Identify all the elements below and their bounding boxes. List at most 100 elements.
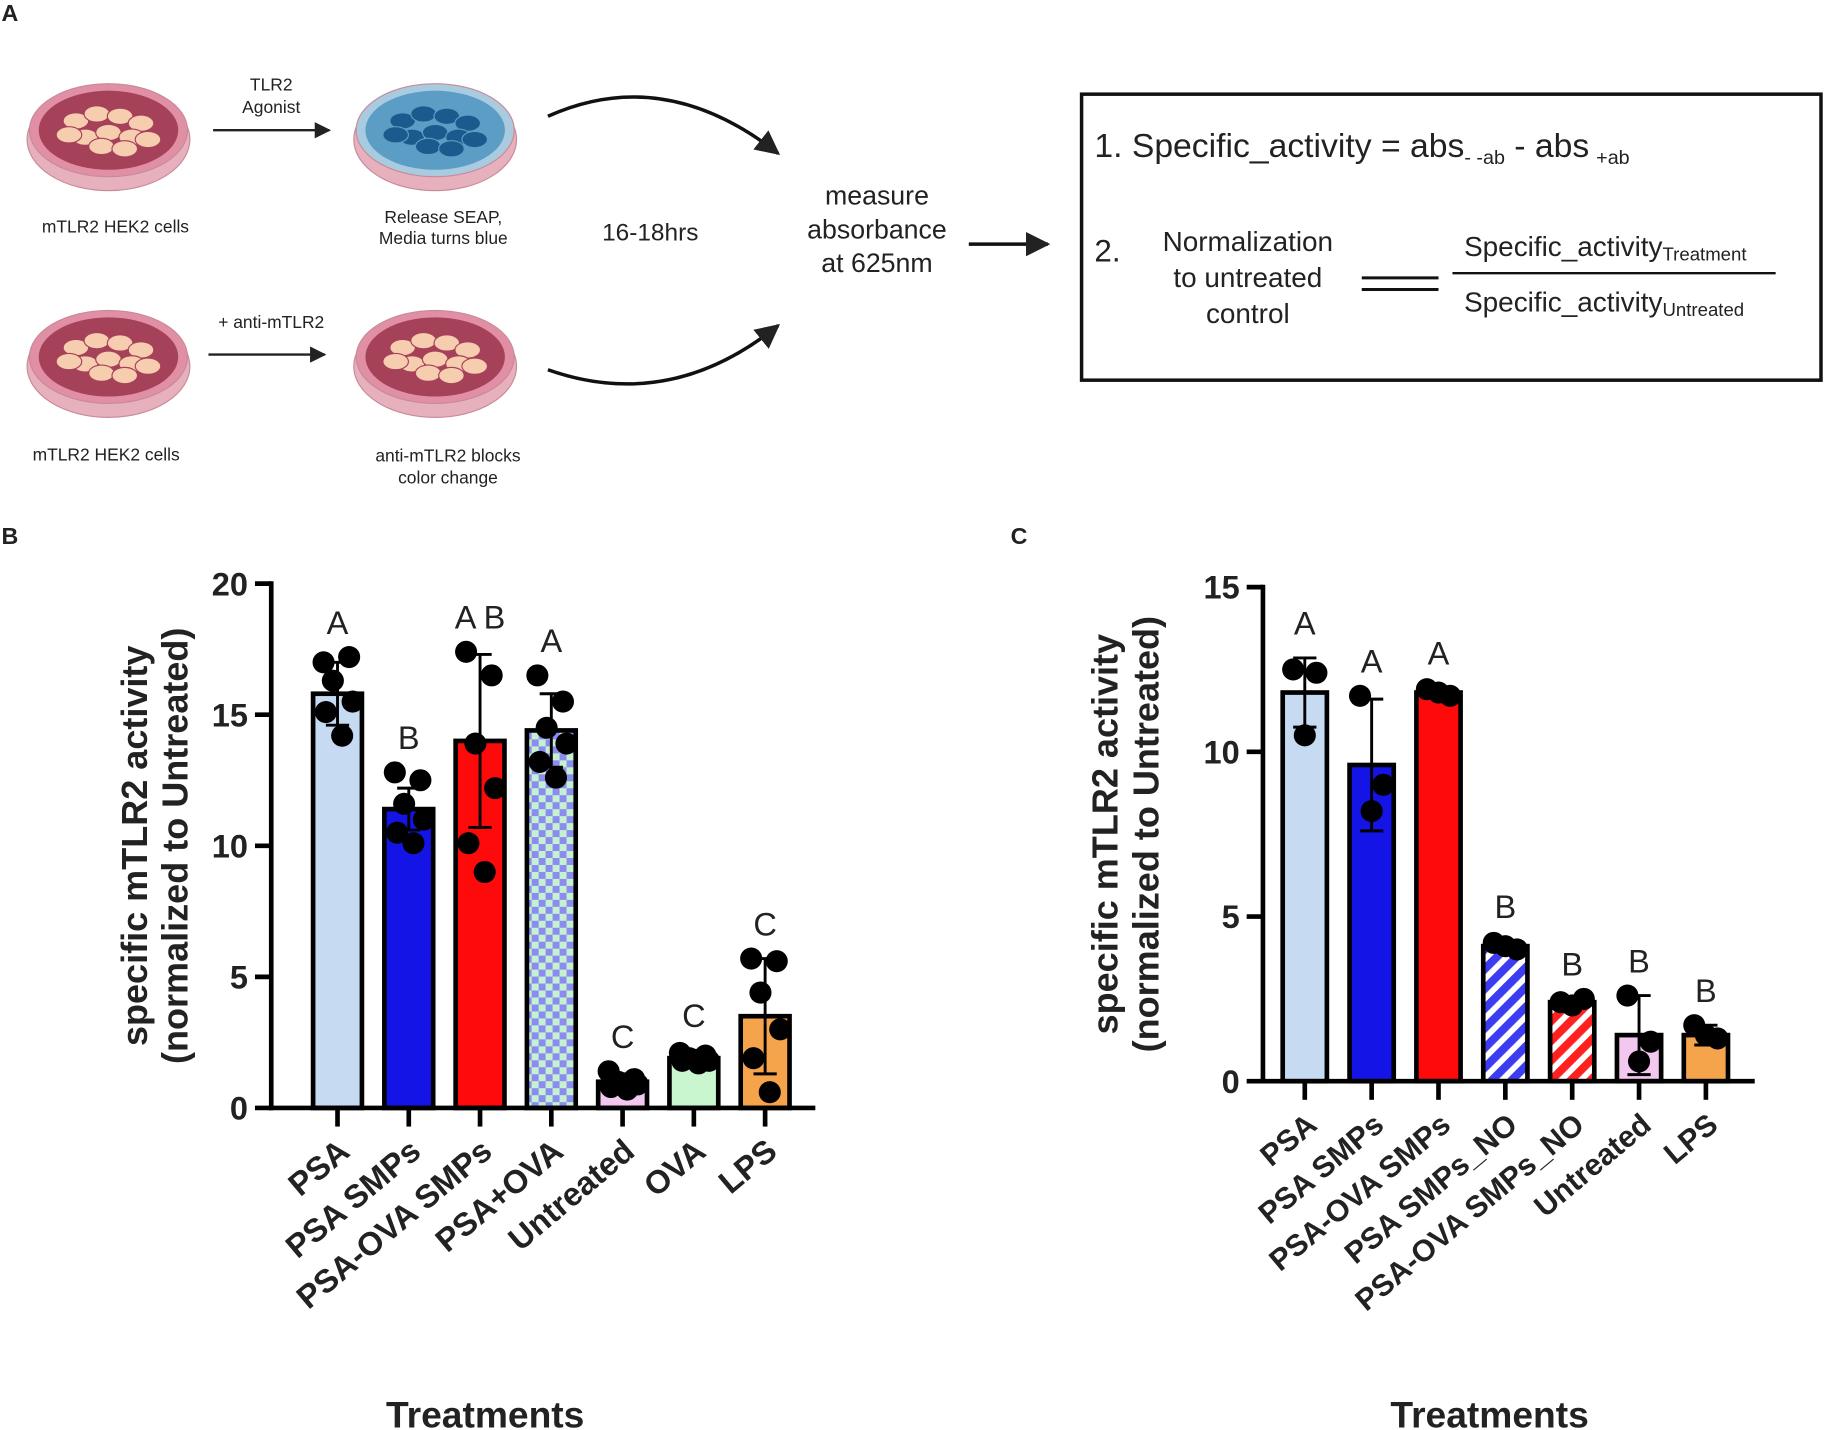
annotation: C <box>682 998 706 1034</box>
cell <box>83 331 111 350</box>
annotation: A <box>1428 635 1450 671</box>
cell <box>433 334 461 352</box>
annotation: A B <box>455 600 506 636</box>
data-point <box>331 724 354 747</box>
data-point <box>484 777 507 800</box>
data-point <box>455 640 478 663</box>
cell <box>410 331 437 350</box>
x-tick-label: LPS <box>1658 1108 1724 1171</box>
data-point <box>464 732 487 755</box>
formula-text: 1. Specific_activity = abs <box>1094 127 1464 165</box>
caption: anti-mTLR2 blocks <box>375 446 521 466</box>
measure: measure <box>825 181 929 211</box>
y-tick-label: 0 <box>1222 1064 1240 1100</box>
cell <box>438 366 465 385</box>
bar <box>310 691 365 1111</box>
subscript: Untreated <box>1662 299 1744 320</box>
cell <box>438 140 465 158</box>
formula-text: - abs <box>1514 127 1589 165</box>
data-point <box>402 832 425 855</box>
data-point <box>1494 935 1517 958</box>
formula-number: 2. <box>1094 234 1120 269</box>
y-axis-title: specific mTLR2 activity <box>1085 634 1126 1035</box>
formula-label: to untreated <box>1173 262 1322 293</box>
data-point <box>528 750 551 773</box>
formula-label: Normalization <box>1163 226 1334 257</box>
y-tick-label: 0 <box>230 1091 248 1127</box>
caption: Media turns blue <box>379 228 508 248</box>
data-point <box>671 1049 694 1072</box>
panel-label: B <box>2 523 19 549</box>
data-point <box>1561 994 1584 1017</box>
annotation: B <box>1628 943 1650 979</box>
subscript: +ab <box>1596 147 1630 169</box>
data-point <box>599 1075 623 1099</box>
data-point <box>765 950 788 973</box>
y-tick-label: 20 <box>212 566 248 602</box>
cell <box>461 130 489 149</box>
panel-label: A <box>2 0 19 26</box>
y-tick-label: 10 <box>1203 734 1239 770</box>
label: + anti-mTLR2 <box>218 312 324 332</box>
y-axis-title: (normalized to Untreated) <box>155 628 196 1064</box>
cell <box>106 334 134 352</box>
y-axis-title: specific mTLR2 activity <box>114 646 155 1047</box>
data-point <box>1372 773 1395 796</box>
measure: at 625nm <box>821 248 932 278</box>
data-point <box>480 664 503 687</box>
y-tick-label: 5 <box>1222 899 1240 935</box>
arrow <box>547 323 781 386</box>
x-tick-label: LPS <box>712 1132 784 1200</box>
numerator-text: Specific_activity <box>1464 231 1662 262</box>
cell <box>83 105 111 123</box>
data-point <box>386 821 409 844</box>
annotation: B <box>398 720 420 756</box>
x-axis-title: Treatments <box>1390 1394 1588 1430</box>
cell <box>134 130 162 149</box>
data-point <box>1427 681 1450 704</box>
data-point <box>409 769 432 792</box>
annotation: C <box>753 906 777 942</box>
bar <box>382 806 436 1111</box>
data-point <box>758 1081 781 1104</box>
x-tick-label: OVA <box>637 1132 712 1203</box>
data-point <box>1628 1050 1651 1073</box>
data-point <box>412 808 435 831</box>
data-point <box>740 947 763 970</box>
data-point <box>687 1052 710 1075</box>
cell <box>55 352 83 371</box>
annotation: A <box>1294 606 1316 642</box>
cell <box>461 357 489 375</box>
cell <box>414 137 442 156</box>
label: Agonist <box>242 97 300 117</box>
caption: mTLR2 HEK2 cells <box>42 217 189 237</box>
cell <box>410 105 437 123</box>
cell <box>106 107 134 125</box>
data-point <box>1293 724 1316 747</box>
caption: color change <box>398 468 498 488</box>
label: TLR2 <box>250 75 293 95</box>
data-point <box>555 732 578 755</box>
subscript: - -ab <box>1464 147 1505 169</box>
data-point <box>1282 658 1305 681</box>
data-point <box>341 690 364 713</box>
cell <box>433 107 461 125</box>
subscript: Treatment <box>1662 243 1747 264</box>
data-point <box>544 766 568 789</box>
annotation: A <box>327 605 349 641</box>
caption: mTLR2 HEK2 cells <box>33 444 180 464</box>
cell <box>382 126 410 144</box>
caption: Release SEAP, <box>384 207 502 227</box>
y-tick-label: 15 <box>212 697 248 733</box>
y-tick-label: 5 <box>230 960 248 996</box>
formula-box <box>1079 92 1823 382</box>
data-point <box>749 981 772 1004</box>
cell <box>55 126 83 144</box>
formula-label: control <box>1206 298 1290 329</box>
data-point <box>769 1018 792 1041</box>
y-axis-title: (normalized to Untreated) <box>1125 616 1166 1052</box>
duration: 16-18hrs <box>602 220 698 247</box>
cell <box>88 137 115 156</box>
data-point <box>616 1078 639 1101</box>
